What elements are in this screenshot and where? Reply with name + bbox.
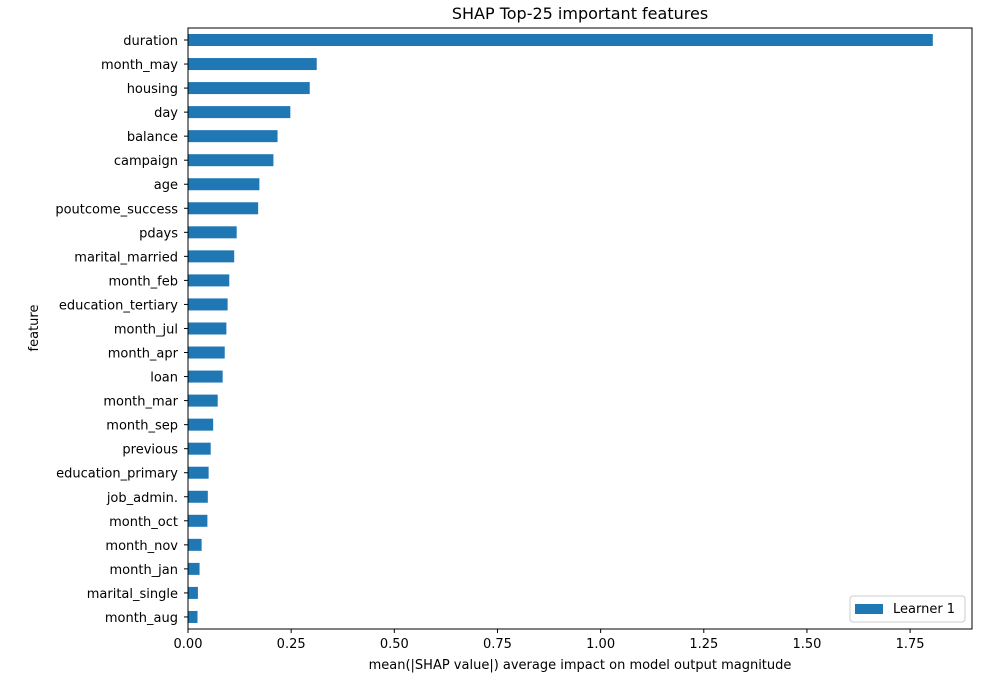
x-axis: 0.00 0.25 0.50 0.75 1.00 1.25 1.50 1.75 [174, 629, 925, 652]
y-tick-label: previous [122, 443, 178, 458]
legend-label: Learner 1 [893, 602, 955, 617]
bar-campaign [188, 154, 274, 167]
bar-day [188, 106, 291, 119]
bar-loan [188, 370, 223, 383]
bar-education_tertiary [188, 298, 228, 311]
legend-box [849, 595, 966, 623]
chart-title: SHAP Top-25 important features [452, 4, 708, 23]
y-tick-label: month_aug [105, 611, 178, 626]
x-tick-label: 1.00 [586, 637, 615, 652]
x-tick-label: 0.50 [380, 637, 409, 652]
y-tick-label: month_jul [114, 322, 178, 337]
bar-housing [188, 82, 310, 95]
bar-pdays [188, 226, 237, 239]
y-tick-label: balance [127, 130, 178, 145]
y-tick-label: month_mar [103, 395, 178, 410]
y-tick-label: education_tertiary [59, 298, 178, 313]
y-tick-label: duration [123, 34, 178, 49]
bar-duration [188, 34, 933, 46]
x-tick-label: 1.25 [689, 637, 718, 652]
bar-month_nov [188, 538, 202, 551]
bar-balance [188, 130, 278, 143]
x-tick-label: 0.00 [174, 637, 203, 652]
x-axis-label: mean(|SHAP value|) average impact on mod… [369, 658, 792, 673]
bar-marital_married [188, 250, 235, 263]
y-tick-label: month_oct [109, 515, 178, 530]
plot-frame [187, 27, 973, 630]
bar-month_jul [188, 322, 227, 335]
y-tick-label: pdays [139, 226, 178, 241]
x-tick-label: 1.75 [896, 637, 925, 652]
y-tick-label: housing [127, 82, 178, 97]
bar-month_apr [188, 346, 225, 359]
y-tick-label: age [154, 178, 178, 193]
bar-previous [188, 442, 211, 455]
bar-month_aug [188, 610, 198, 623]
bar-month_mar [188, 394, 218, 407]
bar-month_oct [188, 514, 208, 527]
x-tick-label: 0.25 [277, 637, 306, 652]
bar-marital_single [188, 586, 198, 599]
bar-month_feb [188, 274, 230, 287]
bar-month_jan [188, 562, 200, 575]
y-tick-label: month_nov [105, 539, 178, 554]
bar-job_admin. [188, 490, 208, 503]
y-tick-label: month_apr [108, 347, 179, 362]
bar-education_primary [188, 466, 209, 479]
bars-group [188, 34, 933, 623]
y-tick-label: campaign [114, 154, 178, 169]
y-tick-label: month_sep [106, 419, 178, 434]
y-tick-label: marital_single [87, 587, 178, 602]
y-tick-label: education_primary [56, 467, 178, 482]
y-tick-label: month_may [101, 58, 178, 73]
x-tick-label: 1.50 [792, 637, 821, 652]
y-tick-label: loan [150, 371, 178, 386]
y-tick-label: job_admin. [106, 491, 178, 506]
bar-poutcome_success [188, 202, 259, 215]
bar-month_sep [188, 418, 214, 431]
y-tick-label: day [154, 106, 178, 121]
y-tick-label: marital_married [74, 250, 178, 265]
bar-age [188, 178, 260, 191]
y-axis-label: feature [27, 305, 42, 352]
bar-month_may [188, 58, 317, 71]
y-tick-label: month_feb [108, 274, 178, 289]
legend: Learner 1 [849, 595, 966, 623]
legend-swatch [855, 604, 883, 614]
y-tick-label: month_jan [109, 563, 178, 578]
y-tick-label: poutcome_success [55, 202, 178, 217]
x-tick-label: 0.75 [483, 637, 512, 652]
